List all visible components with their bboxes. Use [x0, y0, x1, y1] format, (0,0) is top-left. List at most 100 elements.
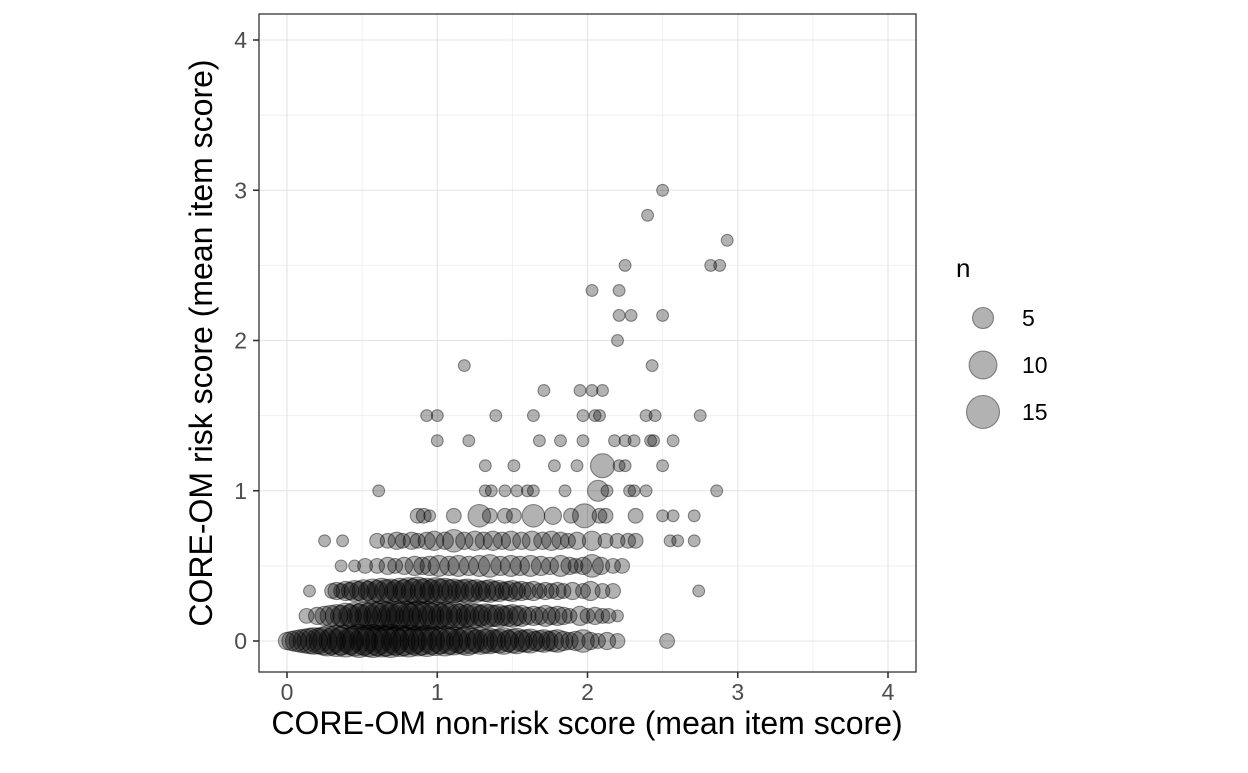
data-point: [415, 507, 432, 524]
data-point: [314, 605, 335, 627]
data-point: [318, 627, 346, 655]
data-point: [499, 554, 522, 577]
data-point: [576, 434, 590, 448]
data-point: [530, 606, 549, 626]
data-point: [409, 507, 426, 524]
data-point: [429, 625, 461, 657]
data-point: [589, 453, 616, 479]
data-point: [335, 580, 356, 602]
data-point: [644, 434, 658, 448]
data-point: [569, 605, 591, 627]
data-point: [413, 556, 432, 576]
legend: n 5 10 15: [956, 253, 1048, 430]
data-point: [605, 583, 621, 599]
data-point: [486, 628, 512, 654]
data-point: [441, 578, 467, 604]
data-point: [464, 629, 489, 653]
data-point: [499, 628, 525, 654]
data-point: [639, 484, 653, 498]
data-point: [571, 629, 595, 653]
data-point: [474, 531, 493, 550]
data-point: [318, 534, 332, 548]
data-point: [614, 557, 631, 574]
data-point: [472, 628, 498, 654]
data-point: [340, 602, 369, 630]
data-point: [478, 484, 492, 498]
data-point: [523, 605, 544, 627]
data-point: [704, 258, 718, 272]
data-point: [507, 581, 527, 601]
data-point: [387, 557, 404, 574]
data-point: [510, 484, 524, 498]
data-point: [372, 484, 386, 498]
data-point: [481, 507, 498, 524]
data-point: [421, 601, 451, 631]
data-point: [487, 579, 510, 603]
data-point: [365, 624, 399, 658]
data-point: [370, 625, 402, 657]
legend-key-label: 10: [1022, 352, 1048, 378]
data-point: [388, 600, 420, 632]
data-point: [369, 557, 386, 574]
data-point: [349, 601, 379, 631]
data-point: [452, 625, 483, 657]
data-point: [659, 633, 676, 649]
data-point: [611, 334, 624, 347]
legend-key-circle: [971, 306, 995, 330]
data-point: [330, 604, 353, 627]
data-point: [624, 308, 638, 322]
data-point: [333, 583, 350, 599]
data-point: [398, 601, 428, 631]
legend-keys: 5 10 15: [965, 305, 1048, 430]
data-point: [324, 604, 349, 628]
data-point: [281, 630, 302, 652]
data-point: [363, 602, 391, 630]
data-point: [362, 625, 393, 657]
data-point: [327, 581, 346, 601]
data-point: [349, 626, 379, 656]
data-point: [484, 484, 498, 498]
data-point: [549, 554, 572, 577]
data-point: [445, 507, 462, 524]
data-point: [575, 583, 591, 599]
data-point: [554, 606, 573, 626]
data-point: [420, 409, 434, 423]
data-point: [378, 556, 397, 576]
data-point: [553, 630, 574, 652]
data-point: [458, 602, 486, 630]
data-point: [565, 630, 586, 652]
data-point: [445, 603, 471, 629]
data-point: [467, 503, 492, 528]
data-point: [581, 631, 600, 651]
data-point: [612, 284, 626, 297]
data-point: [687, 534, 701, 548]
data-point: [463, 603, 489, 629]
data-point: [320, 624, 353, 658]
data-point: [392, 624, 426, 658]
data-point: [641, 208, 655, 222]
data-point: [427, 603, 453, 629]
data-point: [462, 434, 476, 448]
data-point: [483, 604, 506, 627]
data-point: [501, 579, 524, 603]
data-point: [620, 532, 637, 549]
data-point: [623, 484, 637, 498]
data-point: [579, 607, 596, 624]
data-point: [427, 578, 453, 604]
data-point: [346, 603, 372, 629]
data-point: [545, 629, 570, 653]
data-point: [541, 530, 562, 551]
data-point: [500, 530, 522, 551]
data-point: [567, 557, 584, 574]
y-tick-label: 4: [234, 27, 247, 53]
data-point: [490, 555, 511, 577]
data-point: [627, 434, 641, 448]
data-point: [597, 631, 617, 651]
data-point: [369, 532, 386, 549]
data-point: [402, 625, 434, 657]
data-point: [332, 602, 359, 630]
data-point: [547, 459, 561, 473]
data-point: [507, 459, 521, 473]
data-point: [505, 507, 522, 524]
